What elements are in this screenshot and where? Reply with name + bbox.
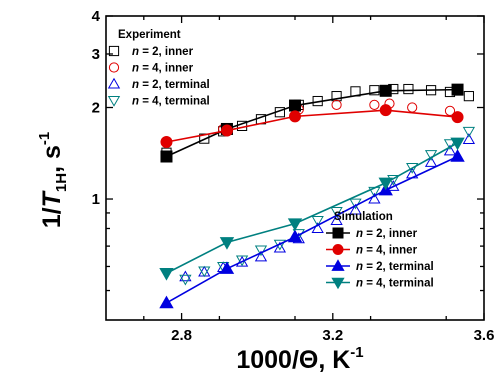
- experiment-point: [349, 203, 362, 215]
- legend-experiment: Experiment n = 2, inner n = 4, inner n = 2,…: [107, 29, 210, 108]
- simulation-point: [450, 149, 465, 162]
- experiment-point: [311, 222, 324, 233]
- legend-title: Simulation: [334, 211, 393, 223]
- x-axis-label: 1000/Θ, K-1: [236, 344, 363, 374]
- simulation-point: [378, 177, 393, 191]
- simulation-series-4: [159, 137, 465, 281]
- simulation-point: [379, 104, 392, 117]
- simulation-point: [287, 218, 303, 231]
- experiment-point: [330, 207, 343, 218]
- experiment-point: [443, 139, 457, 151]
- experiment-point: [330, 214, 343, 225]
- simulation-point: [287, 229, 303, 243]
- x-tick-label: 3.6: [474, 327, 494, 344]
- simulation-line: [166, 88, 458, 158]
- simulation-point: [219, 237, 235, 250]
- axis-ticks: 2.8 3.2 3.6 1 2 3 4: [92, 8, 494, 344]
- y-tick-label: 2: [92, 100, 100, 117]
- legend-marker: [108, 45, 120, 57]
- experiment-series-4: [179, 126, 476, 286]
- experiment-series-2: [218, 98, 456, 135]
- legend-label: n = 2, terminal: [356, 261, 434, 273]
- experiment-series-3: [179, 133, 476, 282]
- legend-label: n = 4, inner: [356, 245, 418, 257]
- legend-marker: [331, 259, 345, 271]
- experiment-point: [462, 126, 476, 138]
- simulation-point: [289, 99, 301, 112]
- experiment-point: [462, 133, 476, 144]
- legend-label: n = 2, terminal: [132, 79, 210, 91]
- experiment-point: [369, 99, 380, 110]
- simulation-point: [379, 84, 392, 97]
- simulation-point: [160, 150, 173, 163]
- experiment-point: [407, 102, 418, 113]
- legend-marker: [107, 77, 121, 89]
- legend-marker: [331, 277, 345, 290]
- legend-marker: [108, 62, 120, 73]
- y-axis-label: 1/T1H, s-1: [36, 132, 70, 228]
- legend-title: Experiment: [118, 29, 181, 41]
- experiment-point: [406, 163, 419, 174]
- legend-label: n = 4, terminal: [356, 278, 434, 290]
- x-tick-label: 2.8: [171, 327, 192, 344]
- experiment-point: [198, 265, 211, 277]
- series-layer: [159, 83, 476, 309]
- legend-marker: [332, 244, 344, 255]
- simulation-point: [159, 267, 174, 281]
- legend-label: n = 4, inner: [132, 63, 194, 75]
- simulation-point: [159, 295, 174, 309]
- experiment-point: [369, 85, 380, 96]
- legend-simulation: Simulation n = 2, inner n = 4, inner n = 2,…: [326, 211, 434, 290]
- experiment-point: [444, 105, 456, 116]
- legend-marker: [332, 227, 344, 239]
- x-tick-label: 3.2: [322, 327, 343, 344]
- simulation-point: [219, 261, 235, 274]
- legend-label: n = 4, terminal: [132, 96, 210, 108]
- simulation-point: [160, 136, 173, 149]
- simulation-point: [289, 110, 301, 123]
- experiment-point: [311, 216, 324, 227]
- legend-marker: [107, 96, 121, 107]
- experiment-point: [368, 192, 381, 204]
- legend-label: n = 2, inner: [132, 46, 194, 58]
- experiment-point: [424, 156, 438, 167]
- experiment-point: [198, 266, 211, 278]
- experiment-point: [254, 250, 268, 262]
- simulation-series-2: [160, 104, 464, 149]
- experiment-point: [273, 241, 287, 253]
- experiment-point: [331, 99, 342, 110]
- y-tick-label: 3: [92, 46, 100, 63]
- simulation-point: [451, 111, 464, 124]
- y-tick-label: 4: [92, 8, 101, 25]
- experiment-point: [254, 245, 268, 257]
- experiment-point: [463, 91, 474, 102]
- y-tick-label: 1: [92, 191, 100, 208]
- experiment-point: [443, 144, 457, 156]
- experiment-point: [179, 274, 192, 286]
- experiment-point: [179, 270, 192, 282]
- simulation-point: [220, 124, 233, 137]
- legend-label: n = 2, inner: [356, 228, 418, 240]
- experiment-point: [403, 83, 414, 95]
- simulation-point: [450, 137, 465, 151]
- simulation-point: [451, 83, 464, 96]
